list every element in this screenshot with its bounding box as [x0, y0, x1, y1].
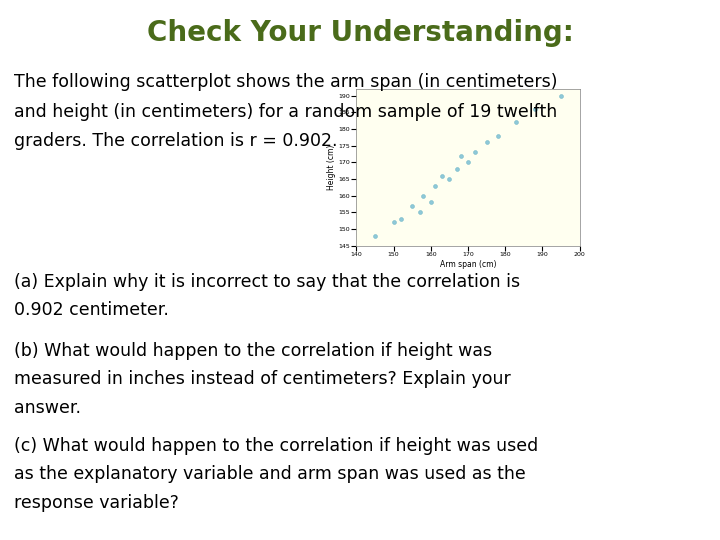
Text: Check Your Understanding:: Check Your Understanding: [147, 19, 573, 47]
Point [555, 91, 567, 100]
Text: 0.902 centimeter.: 0.902 centimeter. [14, 301, 169, 319]
Point [444, 175, 455, 184]
Point [469, 148, 481, 157]
Text: (a) Explain why it is incorrect to say that the correlation is: (a) Explain why it is incorrect to say t… [14, 273, 521, 291]
Text: graders. The correlation is r = 0.902.: graders. The correlation is r = 0.902. [14, 132, 338, 150]
Point [436, 171, 448, 180]
Point [451, 165, 462, 173]
Point [369, 231, 381, 240]
Text: response variable?: response variable? [14, 494, 179, 511]
Point [406, 201, 418, 210]
Point [425, 198, 436, 207]
Text: as the explanatory variable and arm span was used as the: as the explanatory variable and arm span… [14, 465, 526, 483]
Text: The following scatterplot shows the arm span (in centimeters): The following scatterplot shows the arm … [14, 73, 558, 91]
Text: measured in inches instead of centimeters? Explain your: measured in inches instead of centimeter… [14, 370, 511, 388]
Point [395, 215, 407, 224]
Point [492, 131, 503, 140]
Point [462, 158, 474, 167]
Text: (b) What would happen to the correlation if height was: (b) What would happen to the correlation… [14, 342, 492, 360]
Point [510, 118, 522, 127]
Text: answer.: answer. [14, 399, 81, 416]
Point [529, 105, 541, 113]
X-axis label: Arm span (cm): Arm span (cm) [440, 260, 496, 269]
Y-axis label: Height (cm): Height (cm) [327, 145, 336, 190]
Point [455, 151, 467, 160]
Point [481, 138, 492, 147]
Point [418, 191, 429, 200]
Text: (c) What would happen to the correlation if height was used: (c) What would happen to the correlation… [14, 437, 539, 455]
Point [429, 181, 441, 190]
Point [388, 218, 400, 227]
Text: and height (in centimeters) for a random sample of 19 twelfth: and height (in centimeters) for a random… [14, 103, 558, 120]
Point [414, 208, 426, 217]
